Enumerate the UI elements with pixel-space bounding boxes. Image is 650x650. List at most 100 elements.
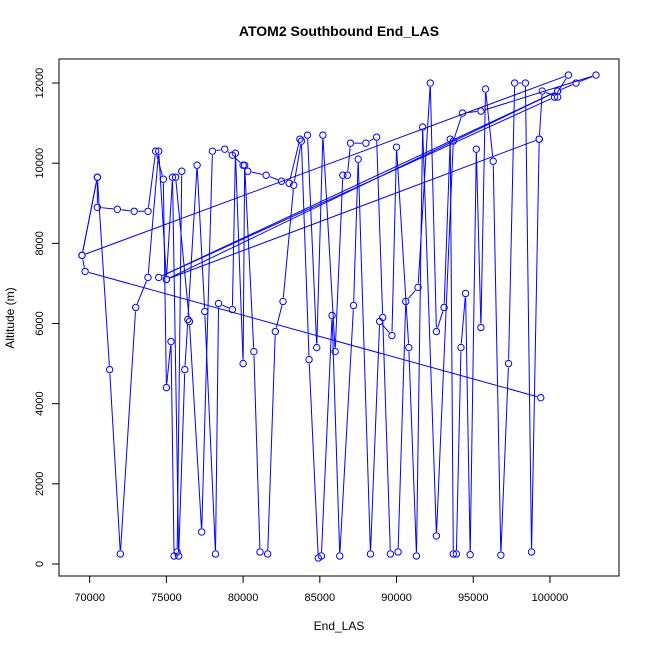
series-segment: [307, 139, 318, 344]
data-point: [113, 205, 122, 213]
data-point: [481, 85, 490, 93]
series-segment: [189, 325, 202, 528]
series-segment: [215, 307, 220, 550]
data-point: [155, 147, 163, 155]
data-point: [394, 548, 402, 556]
data-point: [220, 145, 229, 153]
series-segment: [301, 145, 310, 356]
series-segment: [500, 367, 509, 552]
x-tick-label: 95000: [458, 592, 489, 604]
series-segment: [187, 169, 198, 316]
series-segment: [357, 163, 371, 550]
data-point: [452, 550, 461, 558]
series-segment: [396, 151, 410, 344]
series-segment: [524, 87, 532, 548]
data-point: [504, 359, 513, 368]
series-segment: [269, 176, 278, 181]
data-point: [231, 149, 240, 157]
chart-title: ATOM2 Southbound End_LAS: [239, 23, 439, 39]
data-point: [440, 303, 448, 312]
data-point: [458, 109, 467, 117]
data-point: [497, 551, 505, 559]
data-point: [314, 554, 322, 562]
data-point: [159, 175, 168, 183]
series-segment: [556, 78, 567, 94]
series-segment: [147, 155, 159, 274]
series-segment: [85, 75, 565, 255]
series-segment: [242, 169, 246, 360]
series-segment: [381, 324, 390, 333]
series-segment: [289, 142, 300, 180]
data-point: [208, 147, 217, 155]
data-point: [426, 79, 434, 87]
series-segment: [347, 147, 351, 172]
data-point: [211, 550, 220, 558]
series-segment: [101, 207, 114, 210]
series-segment: [178, 373, 186, 552]
series-segment: [492, 165, 502, 552]
series-segment: [391, 151, 397, 332]
series-segment: [369, 138, 374, 142]
data-point: [162, 383, 171, 392]
data-point: [537, 393, 545, 402]
series-segment: [169, 140, 536, 279]
series-segment: [508, 87, 516, 360]
series-segment: [172, 181, 180, 552]
data-point: [521, 79, 530, 87]
series-segment: [429, 87, 437, 328]
data-point: [250, 347, 258, 356]
data-point: [412, 552, 421, 560]
data-point: [343, 171, 352, 179]
series-segment: [339, 309, 354, 552]
series-segment: [436, 145, 454, 532]
series-segment: [293, 145, 302, 182]
series-segment: [370, 325, 380, 550]
series-segment: [485, 92, 494, 158]
series-segment: [216, 149, 221, 152]
series-segment: [121, 209, 131, 212]
x-tick-label: 80000: [228, 592, 259, 604]
series-segment: [382, 321, 391, 550]
data-point: [185, 317, 194, 326]
data-point: [432, 532, 441, 540]
series-segment: [454, 116, 462, 138]
series-segment: [531, 143, 540, 548]
series-segment: [334, 179, 344, 348]
data-point: [461, 289, 470, 298]
series-segment: [201, 155, 213, 528]
x-tick-label: 100000: [532, 592, 569, 604]
data-point: [262, 171, 270, 179]
data-point: [244, 167, 252, 175]
x-tick-label: 70000: [74, 592, 105, 604]
series-segment: [97, 181, 110, 366]
data-point: [297, 137, 306, 145]
series-segment: [162, 98, 552, 277]
data-point: [93, 203, 102, 211]
series-segment: [253, 355, 261, 548]
data-point: [228, 305, 237, 314]
series-segment: [120, 311, 136, 550]
data-point: [388, 331, 396, 340]
data-point: [553, 87, 562, 95]
series-segment: [443, 143, 451, 304]
series-segment: [331, 319, 341, 552]
series-segment: [308, 363, 319, 554]
data-point: [256, 548, 264, 556]
data-point: [386, 550, 395, 558]
data-point: [392, 143, 401, 151]
data-point: [432, 327, 441, 336]
series-segment: [475, 153, 482, 324]
series-segment: [162, 92, 555, 277]
series-segment: [455, 351, 462, 550]
series-segment: [222, 304, 229, 309]
data-point: [155, 273, 163, 282]
series-segment: [162, 183, 167, 384]
data-point: [171, 173, 180, 181]
data-point: [550, 93, 559, 101]
y-tick-label: 0: [34, 561, 46, 567]
x-tick-label: 90000: [381, 592, 412, 604]
y-tick-label: 12000: [34, 68, 46, 99]
data-point: [271, 327, 280, 336]
data-point: [313, 343, 321, 352]
